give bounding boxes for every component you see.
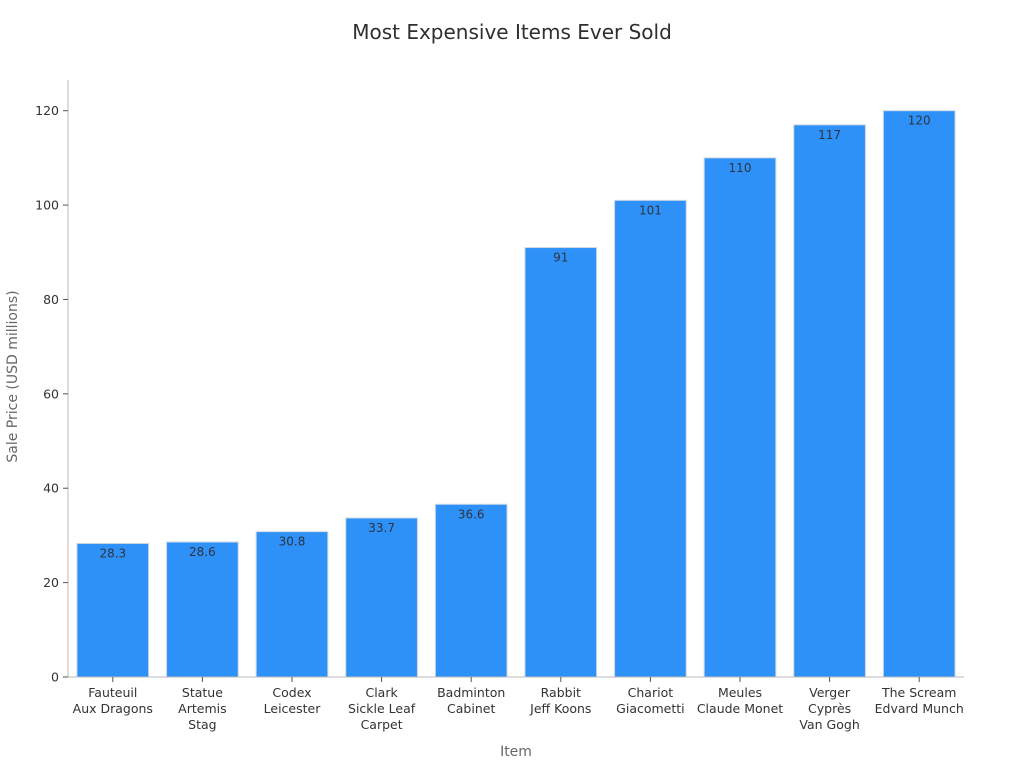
y-tick-label: 120 xyxy=(35,103,59,118)
x-tick-label: Fauteuil Aux Dragons xyxy=(73,685,153,716)
x-tick-label-line: Verger xyxy=(809,685,851,700)
x-axis-title: Item xyxy=(500,744,532,760)
x-tick-label-line: Carpet xyxy=(361,717,403,732)
data-label: 117 xyxy=(818,128,841,142)
x-tick-label-line: Statue xyxy=(182,685,223,700)
bar xyxy=(434,503,508,678)
x-tick-label: Verger Cyprès Van Gogh xyxy=(799,685,859,732)
bar xyxy=(166,541,239,678)
x-tick-label-line: Sickle Leaf xyxy=(348,701,416,716)
x-tick-label-line: Stag xyxy=(188,717,216,732)
x-tick-label: Codex Leicester xyxy=(264,685,322,716)
chart-title: Most Expensive Items Ever Sold xyxy=(352,20,672,44)
y-tick-label: 0 xyxy=(51,670,59,685)
data-label: 120 xyxy=(908,114,931,128)
x-tick-label-line: Leicester xyxy=(264,701,322,716)
x-tick-label-line: Artemis xyxy=(178,701,226,716)
x-tick-label-line: Aux Dragons xyxy=(73,701,153,716)
x-tick-label-line: Jeff Koons xyxy=(529,701,591,716)
bar xyxy=(524,247,598,678)
x-tick-label-line: Badminton xyxy=(437,685,505,700)
value-labels: 28.3 28.6 30.8 33.7 36.6 91 101 110 117 120 xyxy=(99,114,930,561)
x-tick-label-line: The Scream xyxy=(881,685,956,700)
x-tick-label: Chariot Giacometti xyxy=(616,685,684,716)
x-tick-labels: Fauteuil Aux Dragons Statue Artemis Stag Code… xyxy=(73,677,964,732)
y-tick-label: 40 xyxy=(43,481,59,496)
bar xyxy=(345,517,418,678)
data-label: 101 xyxy=(639,203,662,217)
x-tick-label-line: Codex xyxy=(272,685,311,700)
y-tick-label: 100 xyxy=(35,198,59,213)
x-tick-label: Meules Claude Monet xyxy=(697,685,783,716)
x-tick-label-line: Chariot xyxy=(628,685,674,700)
x-tick-label: Rabbit Jeff Koons xyxy=(529,685,591,716)
x-tick-label-line: Giacometti xyxy=(616,701,684,716)
data-label: 30.8 xyxy=(279,535,306,549)
x-tick-label-line: Cabinet xyxy=(447,701,495,716)
axes-layer xyxy=(67,80,964,678)
y-tick-label: 60 xyxy=(43,386,59,401)
data-label: 110 xyxy=(729,161,752,175)
x-tick-label-line: Fauteuil xyxy=(88,685,137,700)
bar xyxy=(614,199,687,678)
x-tick-label-line: Claude Monet xyxy=(697,701,783,716)
y-tick-label: 20 xyxy=(43,575,59,590)
y-axis-title: Sale Price (USD millions) xyxy=(5,290,21,462)
x-tick-label: Statue Artemis Stag xyxy=(178,685,226,732)
x-tick-label-line: Meules xyxy=(718,685,762,700)
y-tick-label: 80 xyxy=(43,292,59,307)
bar xyxy=(703,157,777,678)
data-label: 28.6 xyxy=(189,545,216,559)
bar xyxy=(882,110,956,678)
data-label: 91 xyxy=(553,251,568,265)
x-tick-label: The Scream Edvard Munch xyxy=(875,685,964,716)
x-tick-label-line: Clark xyxy=(365,685,398,700)
x-tick-label-line: Edvard Munch xyxy=(875,701,964,716)
bar xyxy=(76,542,150,678)
x-tick-label-line: Cyprès xyxy=(808,701,851,716)
x-tick-label: Clark Sickle Leaf Carpet xyxy=(348,685,416,732)
y-ticks: 0 20 40 60 80 100 120 xyxy=(35,103,68,685)
x-tick-label-line: Rabbit xyxy=(541,685,581,700)
x-tick-label-line: Van Gogh xyxy=(799,717,859,732)
data-label: 28.3 xyxy=(99,546,126,560)
bar xyxy=(255,531,329,678)
bar xyxy=(793,124,866,678)
data-label: 36.6 xyxy=(458,507,485,521)
data-label: 33.7 xyxy=(368,521,395,535)
bars-layer xyxy=(76,110,956,678)
x-tick-label: Badminton Cabinet xyxy=(437,685,505,716)
